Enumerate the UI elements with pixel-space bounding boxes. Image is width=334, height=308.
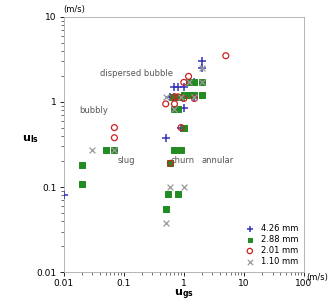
4.26 mm <box>175 84 181 89</box>
2.88 mm <box>163 207 168 212</box>
2.88 mm <box>174 94 179 99</box>
1.10 mm <box>178 94 184 99</box>
2.88 mm <box>172 106 177 111</box>
Text: churn: churn <box>170 156 195 165</box>
2.01 mm <box>172 94 177 99</box>
2.88 mm <box>175 107 181 112</box>
Text: dispersed bubble: dispersed bubble <box>100 69 173 78</box>
1.10 mm <box>199 66 204 71</box>
2.01 mm <box>168 161 173 166</box>
4.26 mm <box>192 80 197 85</box>
4.26 mm <box>181 84 186 89</box>
2.01 mm <box>178 125 184 130</box>
2.88 mm <box>175 192 181 197</box>
2.88 mm <box>181 93 186 98</box>
2.01 mm <box>192 96 197 101</box>
Text: (m/s): (m/s) <box>306 274 328 282</box>
1.10 mm <box>172 106 177 111</box>
2.01 mm <box>186 74 191 79</box>
2.88 mm <box>79 163 85 168</box>
2.88 mm <box>192 93 197 98</box>
2.88 mm <box>192 80 197 85</box>
2.01 mm <box>163 101 168 106</box>
2.88 mm <box>186 93 191 98</box>
2.88 mm <box>181 125 186 130</box>
1.10 mm <box>181 184 186 189</box>
4.26 mm <box>199 66 204 71</box>
1.10 mm <box>163 94 168 99</box>
1.10 mm <box>186 80 191 85</box>
2.88 mm <box>103 148 108 153</box>
1.10 mm <box>112 148 117 153</box>
2.88 mm <box>166 192 171 197</box>
1.10 mm <box>199 80 204 85</box>
4.26 mm <box>172 84 177 89</box>
4.26 mm <box>172 94 177 99</box>
X-axis label: $\mathbf{u_{gs}}$: $\mathbf{u_{gs}}$ <box>174 288 194 302</box>
2.88 mm <box>178 94 184 99</box>
2.88 mm <box>186 80 191 85</box>
4.26 mm <box>199 59 204 64</box>
1.10 mm <box>163 220 168 225</box>
2.01 mm <box>112 135 117 140</box>
Text: slug: slug <box>118 156 135 165</box>
2.88 mm <box>168 161 173 166</box>
2.88 mm <box>172 148 177 153</box>
Text: (m/s): (m/s) <box>63 5 86 14</box>
2.88 mm <box>199 80 204 85</box>
4.26 mm <box>181 106 186 111</box>
2.88 mm <box>178 148 184 153</box>
Text: bubbly: bubbly <box>79 106 108 115</box>
2.01 mm <box>181 96 186 101</box>
1.10 mm <box>168 184 173 189</box>
Text: annular: annular <box>202 156 234 165</box>
1.10 mm <box>192 94 197 99</box>
4.26 mm <box>163 135 168 140</box>
Legend: 4.26 mm, 2.88 mm, 2.01 mm, 1.10 mm: 4.26 mm, 2.88 mm, 2.01 mm, 1.10 mm <box>240 222 300 268</box>
4.26 mm <box>168 94 173 99</box>
4.26 mm <box>192 94 197 99</box>
2.01 mm <box>223 53 228 58</box>
2.88 mm <box>79 181 85 186</box>
2.01 mm <box>175 94 181 99</box>
2.88 mm <box>112 148 117 153</box>
2.01 mm <box>112 125 117 130</box>
4.26 mm <box>178 125 184 130</box>
2.01 mm <box>172 101 177 106</box>
Y-axis label: $\mathbf{u_{ls}}$: $\mathbf{u_{ls}}$ <box>21 133 38 144</box>
1.10 mm <box>90 148 95 153</box>
2.88 mm <box>199 93 204 98</box>
2.01 mm <box>181 80 186 85</box>
2.88 mm <box>170 94 175 99</box>
4.26 mm <box>61 193 66 198</box>
